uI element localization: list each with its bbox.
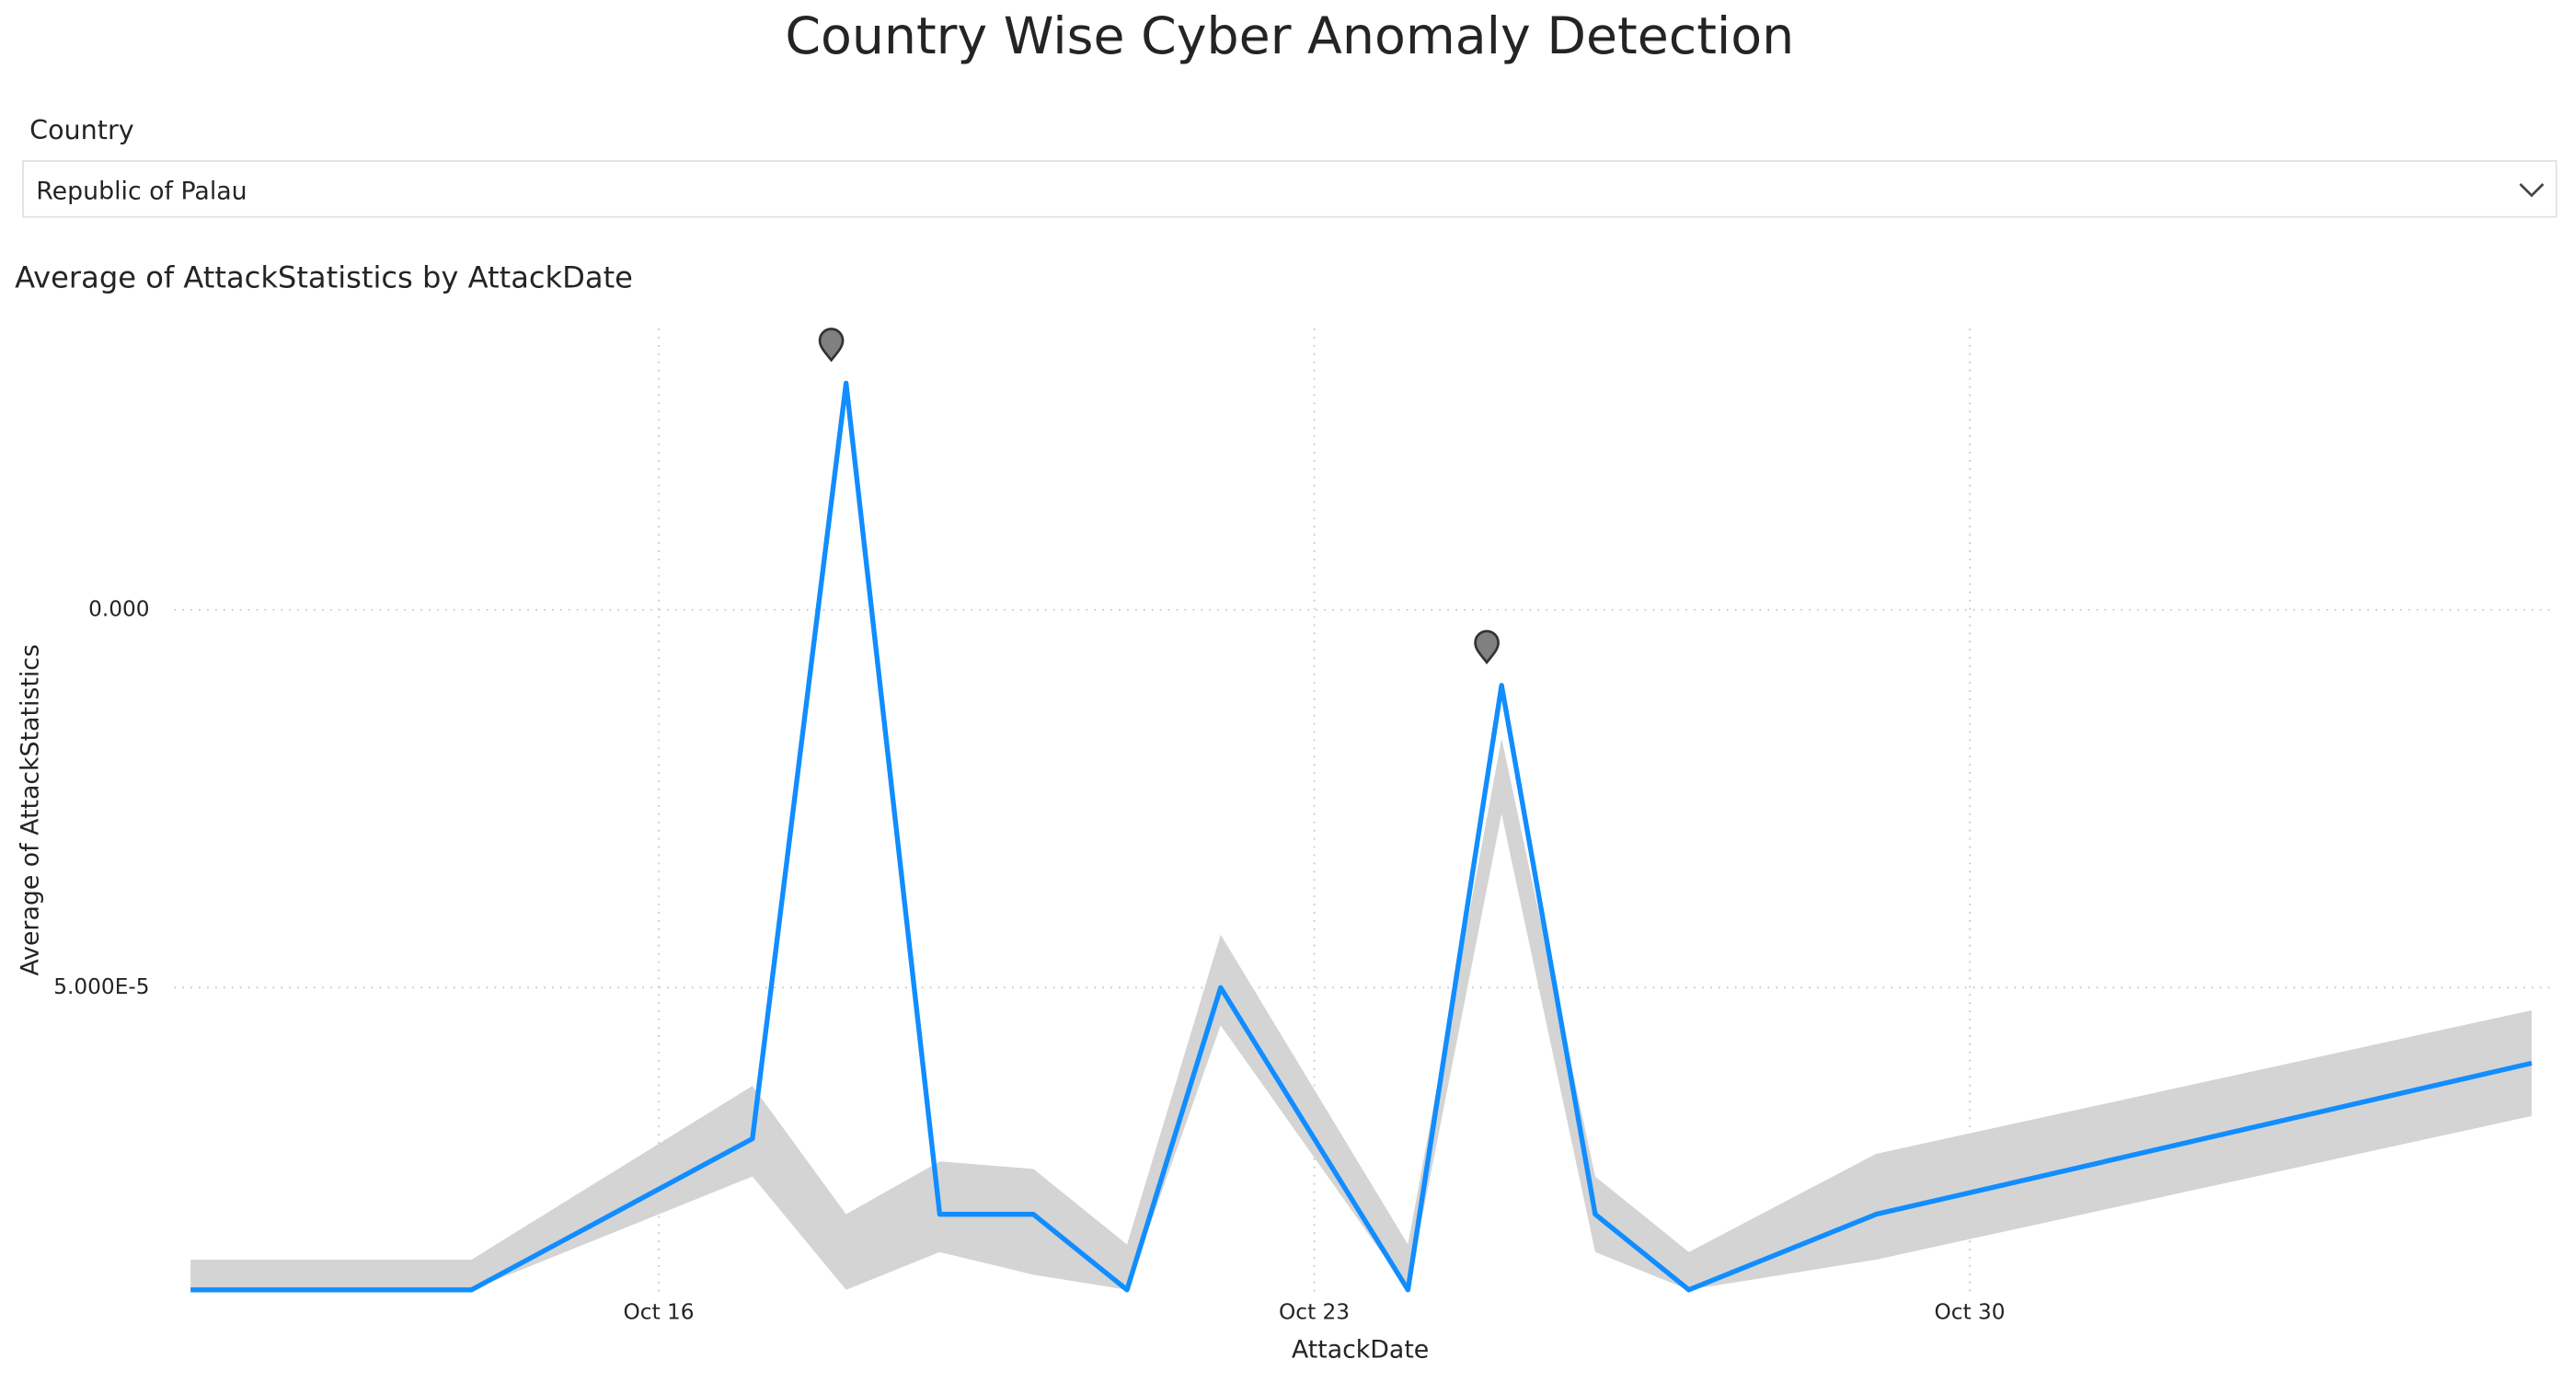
chart-title: Average of AttackStatistics by AttackDat… [15,260,633,295]
plot-area: 0.000 5.000E-5 Oct 16 Oct 23 Oct 30 [53,328,2550,1324]
slicer-label: Country [29,114,134,145]
expected-range-band [190,738,2532,1290]
y-tick-label: 0.000 [88,596,149,621]
dropdown-box[interactable] [22,160,2558,218]
line [190,380,2533,1293]
y-axis-title: Average of AttackStatistics [16,644,44,976]
anomaly-marker [1474,629,1500,665]
y-tick-label: 5.000E-5 [53,974,149,999]
slicer-dropdown[interactable]: Republic of Palau [22,160,2558,218]
x-tick-label: Oct 30 [1935,1299,2006,1324]
dropdown-value[interactable]: Republic of Palau [36,177,247,205]
x-tick-label: Oct 23 [1279,1299,1350,1324]
x-tick-label: Oct 16 [624,1299,695,1324]
anomaly-marker [818,328,845,363]
x-axis-title: AttackDate [1292,1335,1429,1364]
dropdown-chevron[interactable] [2519,183,2545,198]
report-title: Country Wise Cyber Anomaly Detection [785,7,1794,66]
